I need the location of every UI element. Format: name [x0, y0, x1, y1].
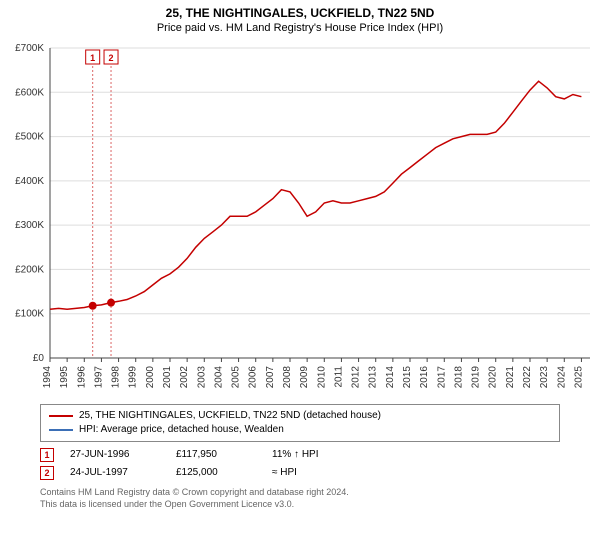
svg-text:£0: £0	[33, 353, 45, 364]
chart-subtitle: Price paid vs. HM Land Registry's House …	[0, 20, 600, 38]
svg-text:2014: 2014	[385, 366, 396, 389]
svg-text:£700K: £700K	[15, 43, 44, 54]
sale-row: 1 27-JUN-1996 £117,950 11% ↑ HPI	[40, 446, 560, 464]
sale-row: 2 24-JUL-1997 £125,000 ≈ HPI	[40, 464, 560, 482]
svg-text:2025: 2025	[573, 366, 584, 389]
sale-hpi-relation: 11% ↑ HPI	[272, 446, 352, 464]
legend-swatch	[49, 429, 73, 431]
legend: 25, THE NIGHTINGALES, UCKFIELD, TN22 5ND…	[40, 404, 560, 442]
legend-row: HPI: Average price, detached house, Weal…	[49, 423, 551, 437]
svg-text:1998: 1998	[111, 366, 122, 389]
svg-text:£400K: £400K	[15, 176, 44, 187]
legend-label: 25, THE NIGHTINGALES, UCKFIELD, TN22 5ND…	[79, 409, 381, 423]
sale-price: £117,950	[176, 446, 256, 464]
svg-text:£600K: £600K	[15, 87, 44, 98]
legend-row: 25, THE NIGHTINGALES, UCKFIELD, TN22 5ND…	[49, 409, 551, 423]
svg-text:2003: 2003	[196, 366, 207, 389]
footnote-line-1: Contains HM Land Registry data © Crown c…	[40, 486, 560, 498]
svg-text:2022: 2022	[522, 366, 533, 389]
sale-marker: 2	[40, 466, 54, 480]
svg-text:2000: 2000	[145, 366, 156, 389]
footnote-line-2: This data is licensed under the Open Gov…	[40, 498, 560, 510]
svg-text:2023: 2023	[539, 366, 550, 389]
svg-text:2005: 2005	[231, 366, 242, 389]
legend-swatch	[49, 415, 73, 417]
sale-marker: 1	[40, 448, 54, 462]
svg-text:£100K: £100K	[15, 309, 44, 320]
svg-text:2004: 2004	[213, 366, 224, 389]
sale-date: 24-JUL-1997	[70, 464, 160, 482]
sale-date: 27-JUN-1996	[70, 446, 160, 464]
svg-text:2009: 2009	[299, 366, 310, 389]
svg-text:2020: 2020	[488, 366, 499, 389]
chart-container: 25, THE NIGHTINGALES, UCKFIELD, TN22 5ND…	[0, 0, 600, 560]
svg-text:£200K: £200K	[15, 264, 44, 275]
svg-text:2017: 2017	[436, 366, 447, 389]
svg-text:2010: 2010	[316, 366, 327, 389]
legend-label: HPI: Average price, detached house, Weal…	[79, 423, 284, 437]
sales-table: 1 27-JUN-1996 £117,950 11% ↑ HPI 2 24-JUL-199…	[40, 446, 560, 482]
sale-hpi-relation: ≈ HPI	[272, 464, 352, 482]
svg-text:£500K: £500K	[15, 132, 44, 143]
svg-text:2006: 2006	[248, 366, 259, 389]
svg-text:2019: 2019	[471, 366, 482, 389]
svg-text:1996: 1996	[76, 366, 87, 389]
svg-text:2024: 2024	[556, 366, 567, 389]
svg-text:2: 2	[109, 53, 114, 63]
svg-text:1995: 1995	[59, 366, 70, 389]
line-chart: £0 £100K £200K £300K £400K £500K £600K £700K 199…	[0, 38, 600, 398]
svg-text:£300K: £300K	[15, 220, 44, 231]
svg-text:2015: 2015	[402, 366, 413, 389]
footnote: Contains HM Land Registry data © Crown c…	[40, 486, 560, 510]
svg-text:2001: 2001	[162, 366, 173, 389]
svg-text:2007: 2007	[265, 366, 276, 389]
svg-text:2011: 2011	[333, 366, 344, 388]
svg-text:2013: 2013	[368, 366, 379, 389]
svg-text:2002: 2002	[179, 366, 190, 389]
svg-text:2018: 2018	[453, 366, 464, 389]
chart-title: 25, THE NIGHTINGALES, UCKFIELD, TN22 5ND	[0, 0, 600, 20]
svg-text:1994: 1994	[42, 366, 53, 389]
svg-text:2021: 2021	[505, 366, 516, 389]
svg-text:2016: 2016	[419, 366, 430, 389]
svg-text:1997: 1997	[93, 366, 104, 389]
svg-text:2008: 2008	[282, 366, 293, 389]
sale-price: £125,000	[176, 464, 256, 482]
chart-area: £0 £100K £200K £300K £400K £500K £600K £700K 199…	[0, 38, 600, 398]
svg-text:2012: 2012	[351, 366, 362, 389]
svg-text:1999: 1999	[128, 366, 139, 389]
svg-text:1: 1	[90, 53, 95, 63]
